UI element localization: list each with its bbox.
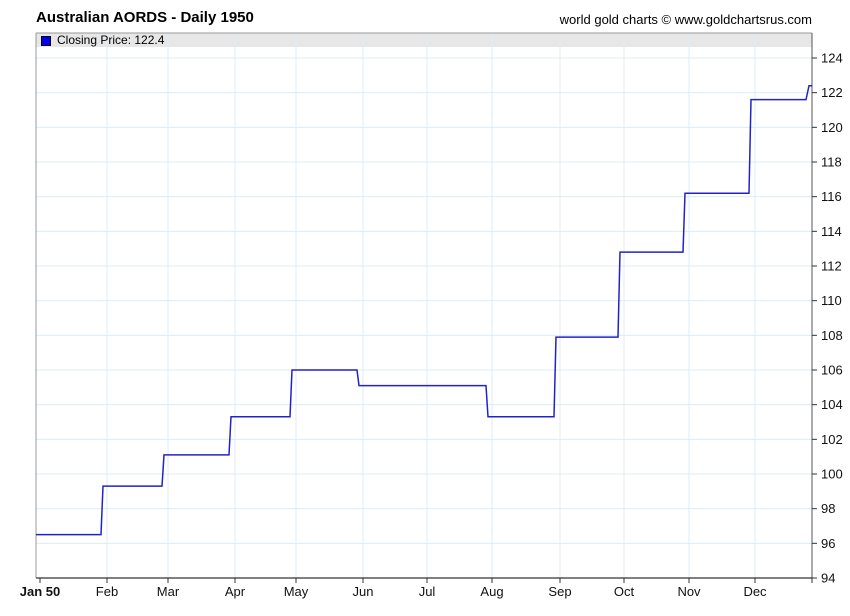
legend-swatch-icon (41, 35, 51, 46)
y-tick-label: 118 (821, 155, 842, 170)
y-tick-label: 98 (821, 501, 835, 516)
x-tick-label: Mar (157, 584, 180, 599)
y-tick-label: 124 (821, 51, 843, 66)
x-tick-label: Apr (225, 584, 246, 599)
y-tick-label: 102 (821, 432, 843, 447)
x-tick-label: Oct (614, 584, 635, 599)
y-tick-label: 116 (821, 189, 842, 204)
y-tick-label: 106 (821, 363, 843, 378)
y-tick-label: 94 (821, 571, 835, 586)
y-tick-label: 96 (821, 536, 835, 551)
y-tick-label: 104 (821, 397, 843, 412)
chart-title: Australian AORDS - Daily 1950 (36, 9, 254, 26)
y-tick-label: 112 (821, 259, 842, 274)
legend: Closing Price: 122.4 (41, 34, 164, 47)
y-tick-label: 108 (821, 328, 843, 343)
x-tick-label: Sep (548, 584, 571, 599)
x-tick-label: Feb (96, 584, 118, 599)
y-tick-label: 110 (821, 293, 842, 308)
x-tick-label: Nov (677, 584, 701, 599)
legend-strip-background (36, 33, 812, 47)
closing-price-step-line (36, 84, 812, 536)
x-tick-label: Dec (743, 584, 767, 599)
legend-label: Closing Price: 122.4 (57, 33, 165, 47)
x-tick-label: Jul (419, 584, 436, 599)
y-tick-label: 100 (821, 467, 843, 482)
y-tick-label: 120 (821, 120, 843, 135)
y-tick-label: 122 (821, 85, 843, 100)
y-tick-label: 114 (821, 224, 842, 239)
x-tick-label: Jan 50 (20, 584, 60, 599)
x-tick-label: May (284, 584, 309, 599)
x-tick-label: Jun (353, 584, 374, 599)
chart-credit: world gold charts © www.goldchartsrus.co… (559, 12, 812, 27)
x-tick-label: Aug (480, 584, 503, 599)
